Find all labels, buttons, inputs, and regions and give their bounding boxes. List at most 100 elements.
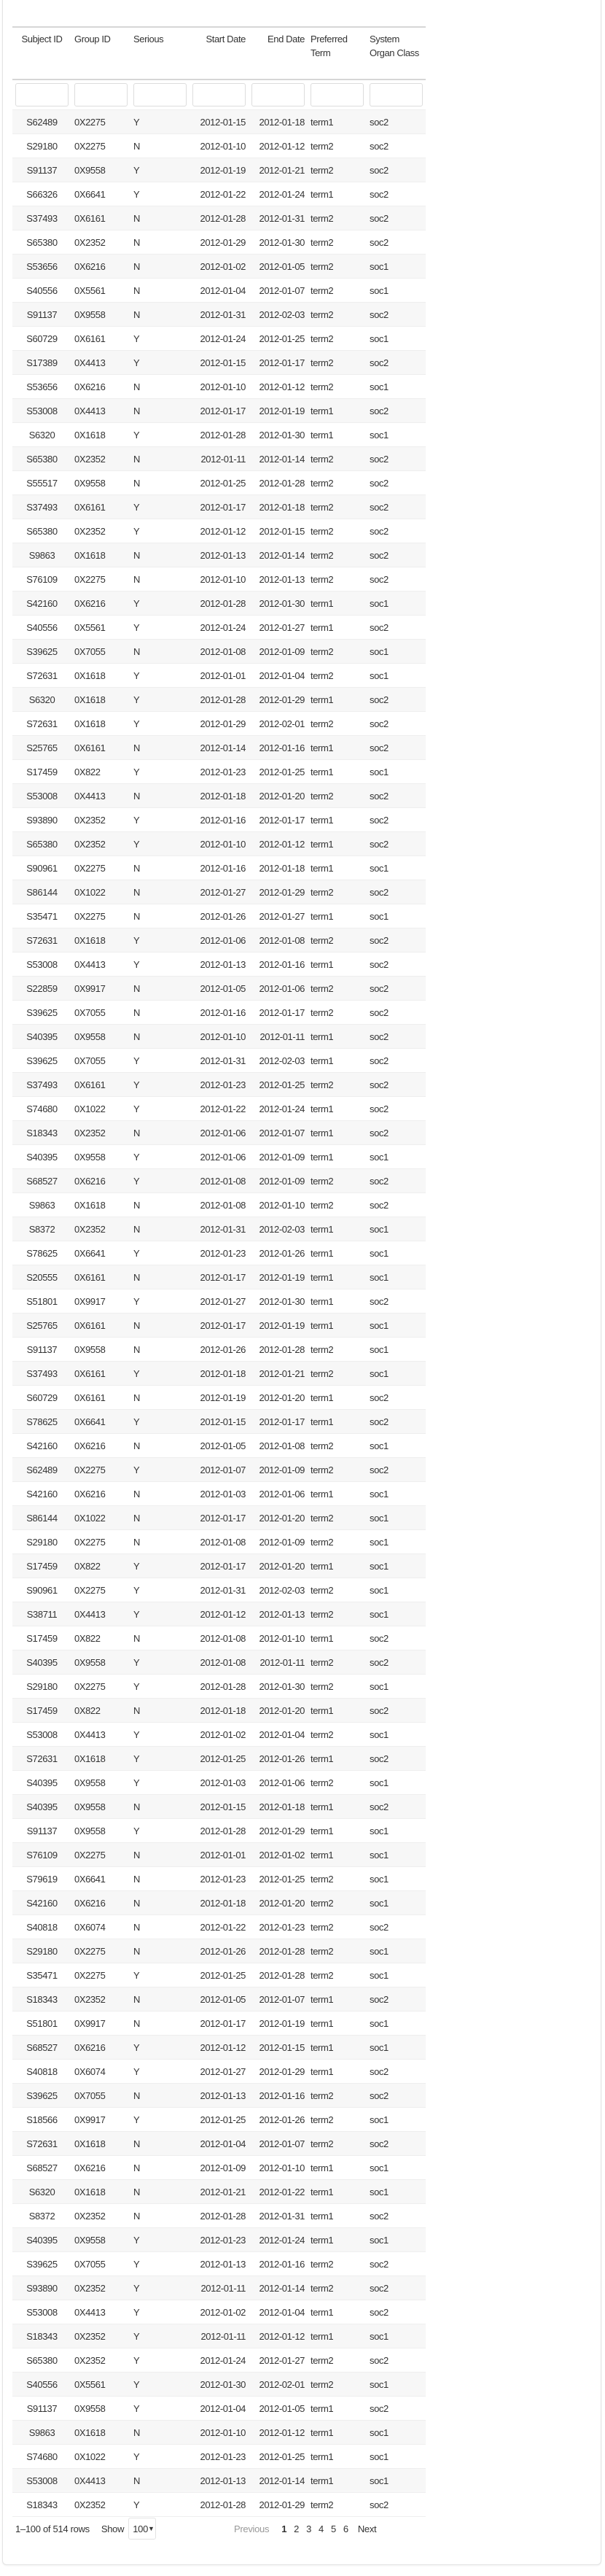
table-row[interactable]: S53008 0X4413 Y 2012-01-13 2012-01-16 term1 so… [12,952,426,977]
table-row[interactable]: S38711 0X4413 Y 2012-01-12 2012-01-13 term2 so… [12,1602,426,1626]
column-header-serious[interactable]: Serious [130,26,190,80]
table-row[interactable]: S37493 0X6161 Y 2012-01-17 2012-01-18 term2 so… [12,494,426,519]
filter-input-end-date[interactable] [251,83,305,106]
filter-input-serious[interactable] [133,83,187,106]
filter-input-subject-id[interactable] [15,83,69,106]
table-row[interactable]: S76109 0X2275 N 2012-01-10 2012-01-13 term2 so… [12,567,426,591]
table-row[interactable]: S91137 0X9558 N 2012-01-31 2012-02-03 term2 so… [12,302,426,327]
table-row[interactable]: S29180 0X2275 N 2012-01-08 2012-01-09 term2 so… [12,1529,426,1554]
table-row[interactable]: S35471 0X2275 N 2012-01-26 2012-01-27 term1 so… [12,904,426,928]
table-row[interactable]: S40395 0X9558 Y 2012-01-03 2012-01-06 term2 so… [12,1770,426,1795]
table-row[interactable]: S55517 0X9558 N 2012-01-25 2012-01-28 term2 so… [12,470,426,495]
table-row[interactable]: S53008 0X4413 Y 2012-01-02 2012-01-04 term2 so… [12,1722,426,1747]
table-row[interactable]: S66326 0X6641 Y 2012-01-22 2012-01-24 term1 so… [12,182,426,206]
table-row[interactable]: S76109 0X2275 N 2012-01-01 2012-01-02 term1 so… [12,1842,426,1867]
table-row[interactable]: S53656 0X6216 N 2012-01-02 2012-01-05 term2 so… [12,254,426,279]
table-row[interactable]: S39625 0X7055 N 2012-01-13 2012-01-16 term2 so… [12,2083,426,2108]
table-row[interactable]: S53008 0X4413 Y 2012-01-02 2012-01-04 term1 so… [12,2300,426,2324]
table-row[interactable]: S39625 0X7055 Y 2012-01-13 2012-01-16 term2 so… [12,2251,426,2276]
table-row[interactable]: S40395 0X9558 N 2012-01-10 2012-01-11 term1 so… [12,1024,426,1049]
table-row[interactable]: S72631 0X1618 Y 2012-01-01 2012-01-04 term2 so… [12,663,426,688]
table-row[interactable]: S72631 0X1618 N 2012-01-04 2012-01-07 term2 so… [12,2131,426,2156]
table-row[interactable]: S6320 0X1618 Y 2012-01-28 2012-01-30 term1 soc… [12,422,426,447]
filter-input-group-id[interactable] [74,83,128,106]
previous-page-button[interactable]: Previous [234,2523,270,2534]
column-header-preferred-term[interactable]: Preferred Term [308,26,367,80]
filter-input-system-organ-class[interactable] [370,83,423,106]
table-row[interactable]: S74680 0X1022 Y 2012-01-23 2012-01-25 term1 so… [12,2444,426,2469]
table-row[interactable]: S40395 0X9558 Y 2012-01-23 2012-01-24 term1 so… [12,2227,426,2252]
page-button-4[interactable]: 4 [319,2523,324,2534]
page-button-3[interactable]: 3 [306,2523,311,2534]
table-row[interactable]: S91137 0X9558 N 2012-01-26 2012-01-28 term2 so… [12,1337,426,1362]
table-row[interactable]: S72631 0X1618 Y 2012-01-06 2012-01-08 term2 so… [12,928,426,953]
table-row[interactable]: S18343 0X2352 N 2012-01-06 2012-01-07 term1 so… [12,1120,426,1145]
table-row[interactable]: S68527 0X6216 N 2012-01-09 2012-01-10 term1 so… [12,2155,426,2180]
table-row[interactable]: S62489 0X2275 Y 2012-01-07 2012-01-09 term2 so… [12,1457,426,1482]
table-row[interactable]: S53656 0X6216 N 2012-01-10 2012-01-12 term2 so… [12,374,426,399]
table-row[interactable]: S40818 0X6074 N 2012-01-22 2012-01-23 term2 so… [12,1914,426,1939]
table-row[interactable]: S17459 0X822 N 2012-01-08 2012-01-10 term1 soc… [12,1626,426,1650]
table-row[interactable]: S65380 0X2352 Y 2012-01-24 2012-01-27 term2 so… [12,2348,426,2373]
table-row[interactable]: S40556 0X5561 Y 2012-01-24 2012-01-27 term1 so… [12,615,426,640]
next-page-button[interactable]: Next [357,2523,377,2534]
table-row[interactable]: S42160 0X6216 N 2012-01-05 2012-01-08 term2 so… [12,1433,426,1458]
table-row[interactable]: S9863 0X1618 N 2012-01-08 2012-01-10 term2 soc… [12,1192,426,1217]
table-row[interactable]: S17389 0X4413 Y 2012-01-15 2012-01-17 term2 so… [12,350,426,375]
table-row[interactable]: S60729 0X6161 N 2012-01-19 2012-01-20 term1 so… [12,1385,426,1410]
table-row[interactable]: S22859 0X9917 N 2012-01-05 2012-01-06 term2 so… [12,976,426,1001]
column-header-group-id[interactable]: Group ID [71,26,130,80]
table-row[interactable]: S91137 0X9558 Y 2012-01-19 2012-01-21 term2 so… [12,158,426,182]
table-row[interactable]: S78625 0X6641 Y 2012-01-15 2012-01-17 term1 so… [12,1409,426,1434]
table-row[interactable]: S74680 0X1022 Y 2012-01-22 2012-01-24 term1 so… [12,1096,426,1121]
table-row[interactable]: S93890 0X2352 Y 2012-01-16 2012-01-17 term1 so… [12,807,426,832]
table-row[interactable]: S72631 0X1618 Y 2012-01-25 2012-01-26 term1 so… [12,1746,426,1771]
page-button-6[interactable]: 6 [343,2523,348,2534]
table-row[interactable]: S18343 0X2352 N 2012-01-05 2012-01-07 term1 so… [12,1987,426,2011]
table-row[interactable]: S6320 0X1618 N 2012-01-21 2012-01-22 term1 soc… [12,2179,426,2204]
table-row[interactable]: S53008 0X4413 N 2012-01-13 2012-01-14 term1 so… [12,2468,426,2493]
table-row[interactable]: S65380 0X2352 Y 2012-01-10 2012-01-12 term1 so… [12,831,426,856]
table-row[interactable]: S86144 0X1022 N 2012-01-27 2012-01-29 term2 so… [12,880,426,904]
table-row[interactable]: S40556 0X5561 Y 2012-01-30 2012-02-01 term2 so… [12,2372,426,2397]
filter-input-start-date[interactable] [192,83,246,106]
table-row[interactable]: S91137 0X9558 Y 2012-01-28 2012-01-29 term1 so… [12,1818,426,1843]
table-row[interactable]: S18566 0X9917 Y 2012-01-25 2012-01-26 term2 so… [12,2107,426,2132]
table-row[interactable]: S51801 0X9917 N 2012-01-17 2012-01-19 term1 so… [12,2011,426,2036]
table-row[interactable]: S40395 0X9558 Y 2012-01-06 2012-01-09 term1 so… [12,1144,426,1169]
table-row[interactable]: S18343 0X2352 Y 2012-01-11 2012-01-12 term1 so… [12,2324,426,2348]
table-row[interactable]: S37493 0X6161 N 2012-01-28 2012-01-31 term2 so… [12,206,426,230]
table-row[interactable]: S53008 0X4413 N 2012-01-18 2012-01-20 term2 so… [12,783,426,808]
table-row[interactable]: S17459 0X822 Y 2012-01-23 2012-01-25 term1 soc… [12,759,426,784]
table-row[interactable]: S39625 0X7055 Y 2012-01-31 2012-02-03 term1 so… [12,1048,426,1073]
column-header-system-organ-class[interactable]: System Organ Class [367,26,426,80]
table-row[interactable]: S65380 0X2352 N 2012-01-11 2012-01-14 term2 so… [12,446,426,471]
table-row[interactable]: S68527 0X6216 Y 2012-01-08 2012-01-09 term2 so… [12,1168,426,1193]
table-row[interactable]: S51801 0X9917 Y 2012-01-27 2012-01-30 term1 so… [12,1289,426,1314]
table-row[interactable]: S90961 0X2275 N 2012-01-16 2012-01-18 term1 so… [12,856,426,880]
page-button-1[interactable]: 1 [281,2523,287,2534]
table-row[interactable]: S37493 0X6161 Y 2012-01-23 2012-01-25 term2 so… [12,1072,426,1097]
table-row[interactable]: S40818 0X6074 Y 2012-01-27 2012-01-29 term1 so… [12,2059,426,2084]
table-row[interactable]: S29180 0X2275 Y 2012-01-28 2012-01-30 term2 so… [12,1674,426,1699]
table-row[interactable]: S65380 0X2352 Y 2012-01-12 2012-01-15 term2 so… [12,519,426,543]
table-row[interactable]: S60729 0X6161 Y 2012-01-24 2012-01-25 term2 so… [12,326,426,351]
table-row[interactable]: S35471 0X2275 Y 2012-01-25 2012-01-28 term2 so… [12,1963,426,1987]
table-row[interactable]: S17459 0X822 Y 2012-01-17 2012-01-20 term1 soc… [12,1553,426,1578]
table-row[interactable]: S8372 0X2352 N 2012-01-31 2012-02-03 term1 soc… [12,1217,426,1241]
column-header-subject-id[interactable]: Subject ID [12,26,71,80]
table-row[interactable]: S9863 0X1618 N 2012-01-10 2012-01-12 term1 soc… [12,2420,426,2445]
table-row[interactable]: S91137 0X9558 Y 2012-01-04 2012-01-05 term1 so… [12,2396,426,2421]
table-row[interactable]: S86144 0X1022 N 2012-01-17 2012-01-20 term2 so… [12,1505,426,1530]
page-size-select[interactable]: 100 ▼ [128,2518,157,2540]
table-row[interactable]: S29180 0X2275 N 2012-01-10 2012-01-12 term2 so… [12,133,426,158]
table-row[interactable]: S90961 0X2275 Y 2012-01-31 2012-02-03 term2 so… [12,1578,426,1602]
table-row[interactable]: S6320 0X1618 Y 2012-01-28 2012-01-29 term1 soc… [12,687,426,712]
table-row[interactable]: S40395 0X9558 Y 2012-01-08 2012-01-11 term2 so… [12,1650,426,1675]
table-row[interactable]: S17459 0X822 N 2012-01-18 2012-01-20 term1 soc… [12,1698,426,1723]
table-row[interactable]: S40556 0X5561 N 2012-01-04 2012-01-07 term2 so… [12,278,426,303]
table-row[interactable]: S25765 0X6161 N 2012-01-17 2012-01-19 term1 so… [12,1313,426,1338]
filter-input-preferred-term[interactable] [311,83,364,106]
table-row[interactable]: S39625 0X7055 N 2012-01-08 2012-01-09 term2 so… [12,639,426,664]
table-row[interactable]: S65380 0X2352 N 2012-01-29 2012-01-30 term2 so… [12,230,426,255]
